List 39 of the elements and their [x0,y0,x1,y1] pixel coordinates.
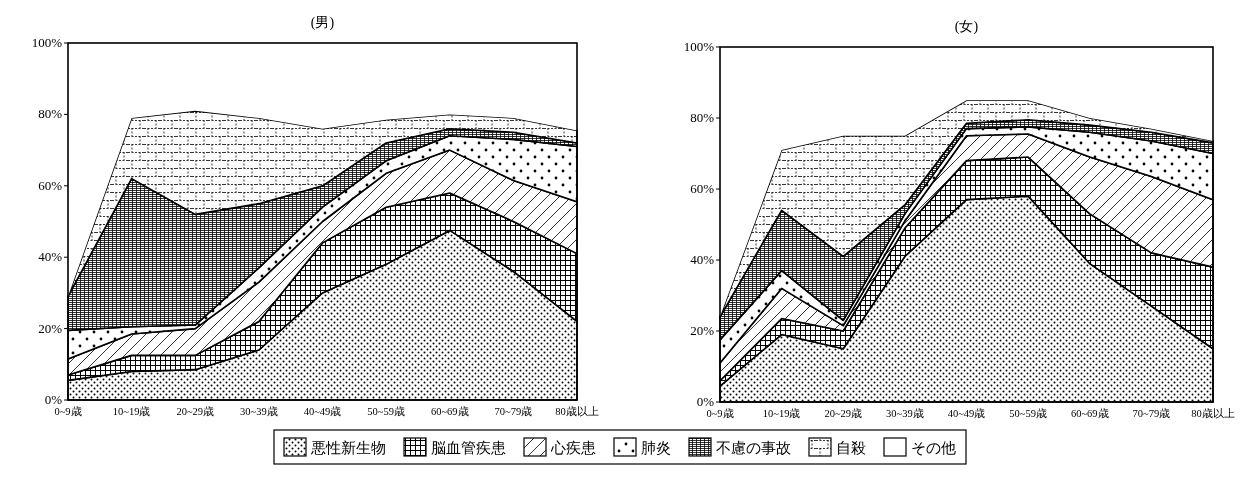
y-tick-label: 60% [690,181,715,196]
y-tick-label: 60% [38,177,63,193]
y-tick-label: 80% [690,110,715,125]
x-tick-label: 40~49歳 [303,405,342,417]
y-tick-label: 20% [690,323,715,338]
legend-label: 肺炎 [641,440,671,456]
legend-label: 脳血管疾患 [431,440,506,456]
x-tick-label: 60~69歳 [430,405,469,417]
y-tick-label: 0% [44,392,63,407]
y-tick-label: 100% [31,35,63,50]
x-tick-label: 50~59歳 [1009,407,1047,419]
x-tick-label: 20~29歳 [824,407,863,419]
x-tick-label: 10~19歳 [762,407,801,419]
legend-label: その他 [911,440,956,456]
x-tick-label: 30~39歳 [886,407,924,419]
x-tick-label: 70~79歳 [1132,407,1171,419]
x-tick-label: 20~29歳 [176,405,215,417]
x-tick-label: 80歳以上 [1191,407,1235,419]
x-tick-label: 10~19歳 [112,405,151,417]
x-tick-label: 0~9歳 [54,405,82,417]
chart-title: (女) [954,19,979,35]
y-tick-label: 40% [690,252,715,267]
y-tick-label: 0% [696,394,715,409]
x-tick-label: 40~49歳 [947,407,986,419]
y-tick-label: 40% [38,249,63,265]
y-tick-label: 100% [683,39,715,54]
x-tick-label: 30~39歳 [240,405,278,417]
x-tick-label: 80歳以上 [555,405,599,417]
x-tick-label: 0~9歳 [706,407,734,419]
chart-title: (男) [310,15,335,31]
x-tick-label: 70~79歳 [494,405,533,417]
legend-label: 自殺 [836,440,866,456]
x-tick-label: 60~69歳 [1070,407,1109,419]
y-tick-label: 20% [38,320,63,336]
legend-label: 心疾患 [550,440,596,456]
x-tick-label: 50~59歳 [367,405,405,417]
y-tick-label: 80% [38,106,63,122]
legend-label: 不慮の事故 [716,440,791,456]
legend-label: 悪性新生物 [310,440,386,456]
